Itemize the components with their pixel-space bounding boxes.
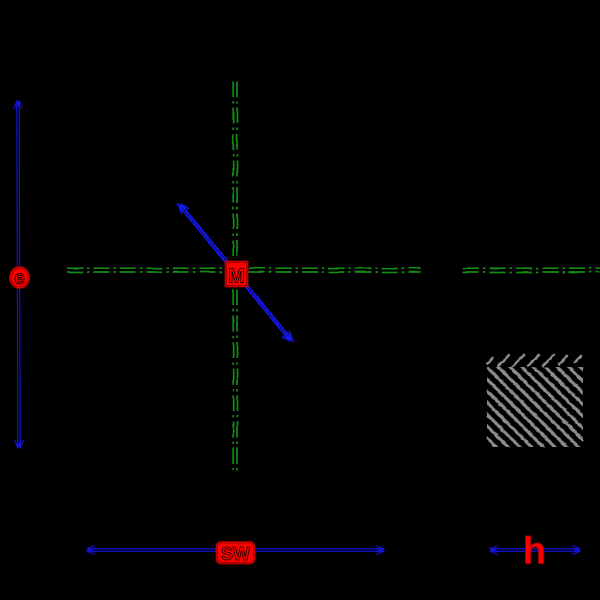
svg-text:SW: SW	[221, 544, 250, 564]
svg-text:h: h	[523, 531, 546, 573]
svg-text:M: M	[228, 266, 245, 288]
svg-text:e: e	[14, 268, 25, 289]
